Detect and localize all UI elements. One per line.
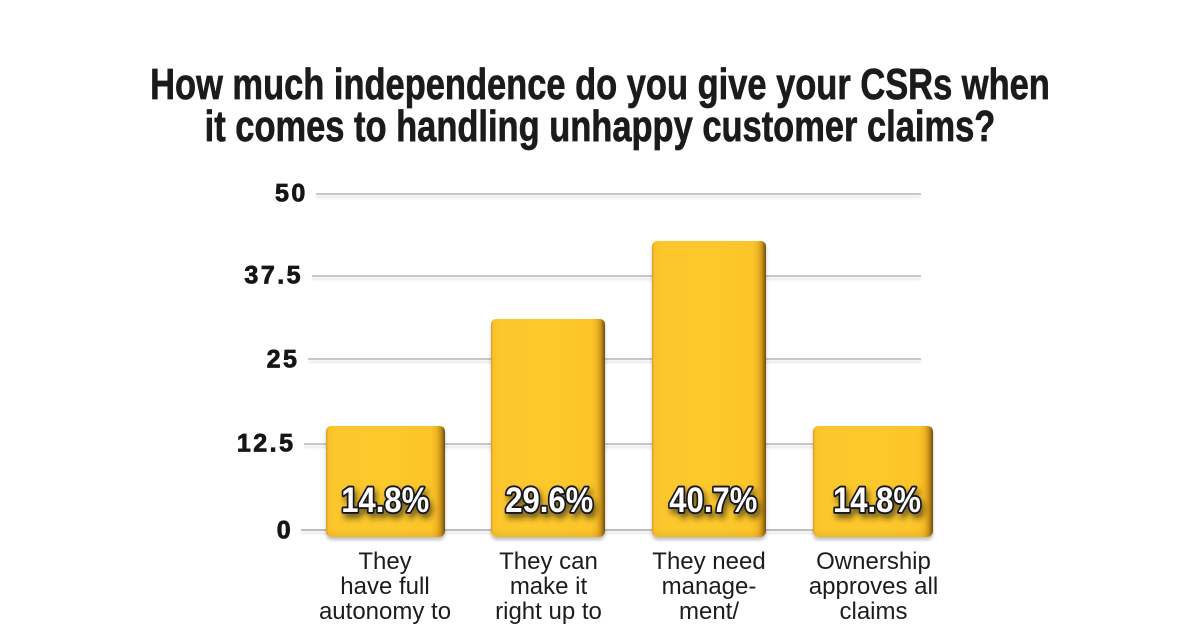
svg-text:29.6%: 29.6%	[505, 480, 593, 520]
svg-text:14.8%: 14.8%	[341, 480, 429, 520]
svg-text:40.7%: 40.7%	[669, 480, 757, 520]
svg-text:14.8%: 14.8%	[833, 480, 921, 520]
